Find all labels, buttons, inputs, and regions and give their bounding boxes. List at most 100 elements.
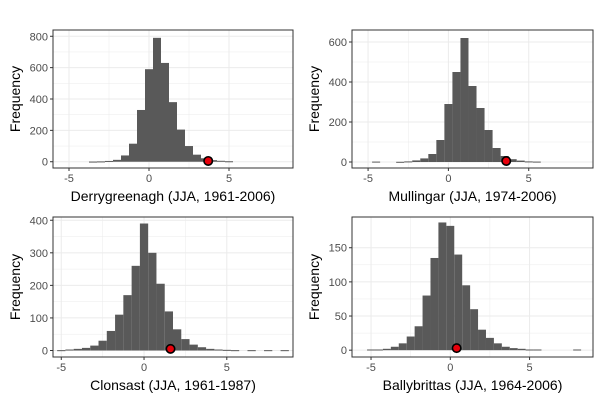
histogram-bar: [181, 339, 190, 351]
histogram-bar: [89, 161, 97, 163]
panel-border: [351, 216, 594, 358]
histogram-bar: [247, 350, 256, 352]
histogram-bar: [230, 350, 240, 352]
panel-border: [52, 216, 294, 358]
histogram-bar: [73, 348, 82, 351]
x-axis-title: Clonsast (JJA, 1961-1987): [90, 377, 256, 393]
x-tick-label: -5: [363, 173, 373, 185]
histogram-bar: [374, 349, 383, 351]
histogram-bar: [153, 37, 161, 162]
histogram-bar: [525, 349, 534, 351]
y-tick-label: 800: [30, 31, 48, 43]
histogram-bar: [422, 295, 431, 351]
histogram-bar: [509, 348, 518, 351]
histogram-bar: [169, 102, 177, 162]
histogram-bar: [398, 343, 407, 351]
histogram-bar: [470, 309, 479, 351]
observed-value-marker: [165, 343, 176, 354]
x-tick-label: -5: [56, 362, 66, 374]
histogram-bar: [137, 109, 145, 162]
histogram-bar: [173, 329, 182, 351]
histogram-bar: [98, 340, 107, 351]
histogram-bar: [501, 346, 510, 351]
histogram-bar: [493, 343, 502, 351]
y-axis-title: Frequency: [306, 254, 322, 320]
histogram-bar: [573, 349, 582, 351]
x-tick-label: -5: [366, 362, 376, 374]
histogram-bar: [197, 347, 207, 351]
histogram-bar: [485, 337, 494, 351]
histogram-bar: [460, 38, 469, 162]
x-tick-label: 5: [226, 173, 232, 185]
histogram-bar: [516, 160, 525, 162]
histogram-bar: [225, 161, 233, 163]
histogram-bar: [131, 265, 140, 351]
histogram-bar: [81, 347, 91, 351]
histogram-bar: [106, 330, 116, 351]
histogram-bar: [390, 346, 399, 351]
histogram-bar: [139, 223, 149, 351]
histogram-bar: [476, 108, 485, 162]
histogram-bar: [462, 285, 471, 351]
y-tick-label: 400: [30, 94, 48, 106]
x-tick-label: 0: [146, 173, 152, 185]
histogram-bar: [444, 104, 453, 162]
histogram-bar: [452, 72, 461, 162]
histogram-bar: [508, 159, 517, 162]
histogram-bar: [264, 350, 273, 352]
y-tick-label: 50: [335, 311, 347, 323]
histogram-panel-1: -5 0 5 0 200 400 600 800 Derrygreenagh (JJA, 196…: [7, 29, 294, 204]
y-tick-label: 0: [42, 345, 48, 357]
x-axis-title: Derrygreenagh (JJA, 1961-2006): [71, 188, 276, 204]
histogram-bar: [105, 160, 113, 162]
histogram-bar: [438, 222, 447, 351]
histogram-bar: [148, 252, 157, 351]
histogram-bar: [206, 348, 215, 351]
observed-value-marker: [451, 343, 462, 354]
histogram-bar: [492, 148, 501, 162]
histogram-bar: [97, 161, 105, 163]
y-tick-label: 200: [329, 117, 347, 129]
histogram-bar: [156, 283, 165, 351]
histogram-bar: [113, 159, 121, 162]
histogram-bar: [517, 348, 526, 351]
histogram-bar: [115, 314, 124, 351]
x-tick-label: -5: [64, 173, 74, 185]
histogram-bar: [372, 161, 381, 163]
y-tick-label: 600: [30, 63, 48, 75]
histogram-bar: [145, 69, 153, 162]
x-tick-label: 5: [224, 362, 230, 374]
y-tick-label: 400: [30, 215, 48, 227]
y-axis-title: Frequency: [7, 66, 23, 132]
x-tick-label: 5: [527, 362, 533, 374]
x-axis-title: Ballybrittas (JJA, 1964-2006): [383, 377, 563, 393]
y-axis-title: Frequency: [7, 254, 23, 320]
histogram-bar: [382, 348, 391, 351]
histogram-bar: [121, 155, 129, 162]
histogram-bar: [524, 161, 533, 163]
y-tick-label: 100: [30, 313, 48, 325]
observed-value-marker: [501, 156, 512, 167]
histogram-bar: [436, 140, 445, 162]
y-axis-title: Frequency: [306, 66, 322, 132]
histogram-bar: [57, 350, 66, 352]
x-tick-label: 0: [445, 173, 451, 185]
histogram-bar: [367, 349, 375, 351]
y-tick-label: 0: [341, 345, 347, 357]
y-tick-label: 0: [341, 157, 347, 169]
histogram-bar: [177, 129, 185, 162]
histogram-bar: [420, 158, 429, 162]
histogram-bar: [280, 350, 289, 352]
y-tick-label: 400: [329, 77, 347, 89]
x-axis-title: Mullingar (JJA, 1974-2006): [388, 188, 556, 204]
histogram-bar: [123, 295, 132, 351]
histogram-bar: [406, 336, 415, 351]
histogram-bar: [484, 130, 493, 162]
histogram-bar: [446, 225, 455, 351]
histogram-bar: [185, 146, 193, 162]
y-tick-label: 200: [30, 280, 48, 292]
histogram-bar: [428, 154, 437, 162]
